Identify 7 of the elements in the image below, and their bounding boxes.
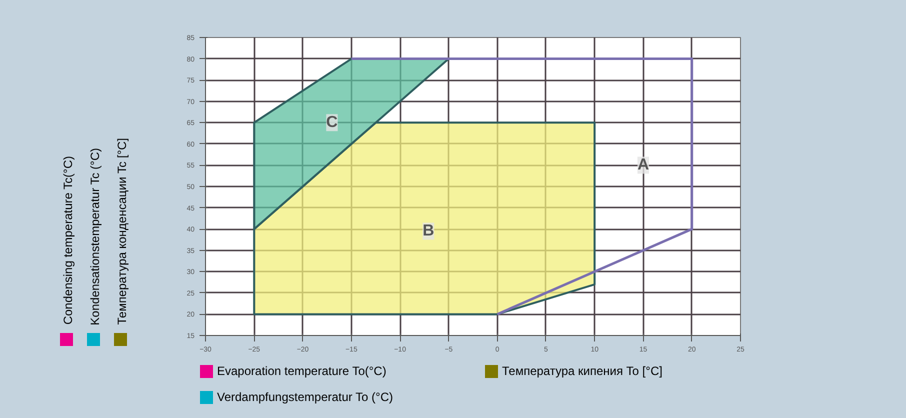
text: Kondensationstemperatur Tc (°C) (88, 148, 102, 325)
text: Температура конденсации Tc [°C] (115, 138, 129, 325)
text: Температура кипения To [°C] (502, 364, 662, 378)
text: Evaporation temperature To(°C) (217, 364, 386, 378)
text: Condensing temperature Tc(°C) (61, 156, 75, 325)
text: A (637, 156, 650, 174)
text: Verdampfungstemperatur To (°C) (217, 390, 393, 404)
